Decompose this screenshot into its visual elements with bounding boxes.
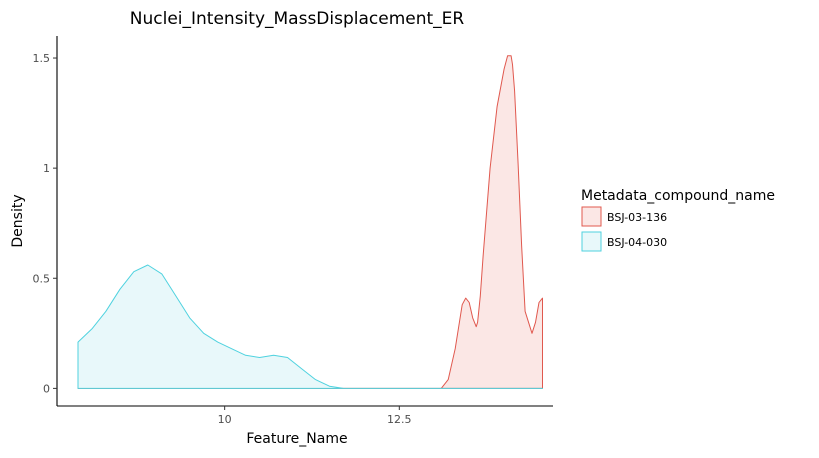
legend-label: BSJ-04-030 (607, 236, 667, 249)
legend-label: BSJ-03-136 (607, 211, 667, 224)
x-axis-title: Feature_Name (246, 431, 347, 447)
x-axis-ticks: 10 12.5 (218, 406, 412, 426)
y-tick-label: 1 (43, 162, 50, 175)
legend-title: Metadata_compound_name (581, 188, 775, 204)
y-tick-label: 0.5 (33, 272, 51, 285)
legend: Metadata_compound_name BSJ-03-136 BSJ-04-… (581, 188, 775, 252)
series-BSJ-04-030-density (77, 264, 543, 389)
y-tick-label: 1.5 (33, 52, 51, 65)
x-tick-label: 10 (218, 413, 232, 426)
series-BSJ-03-136-density (77, 55, 543, 389)
y-axis-ticks: 0 0.5 1 1.5 (33, 52, 57, 395)
plot-area (77, 55, 543, 389)
chart-title: Nuclei_Intensity_MassDisplacement_ER (130, 9, 465, 29)
legend-key (581, 206, 602, 227)
y-axis-title: Density (10, 194, 26, 247)
x-tick-label: 12.5 (387, 413, 412, 426)
y-tick-label: 0 (43, 382, 50, 395)
legend-key (581, 231, 602, 252)
